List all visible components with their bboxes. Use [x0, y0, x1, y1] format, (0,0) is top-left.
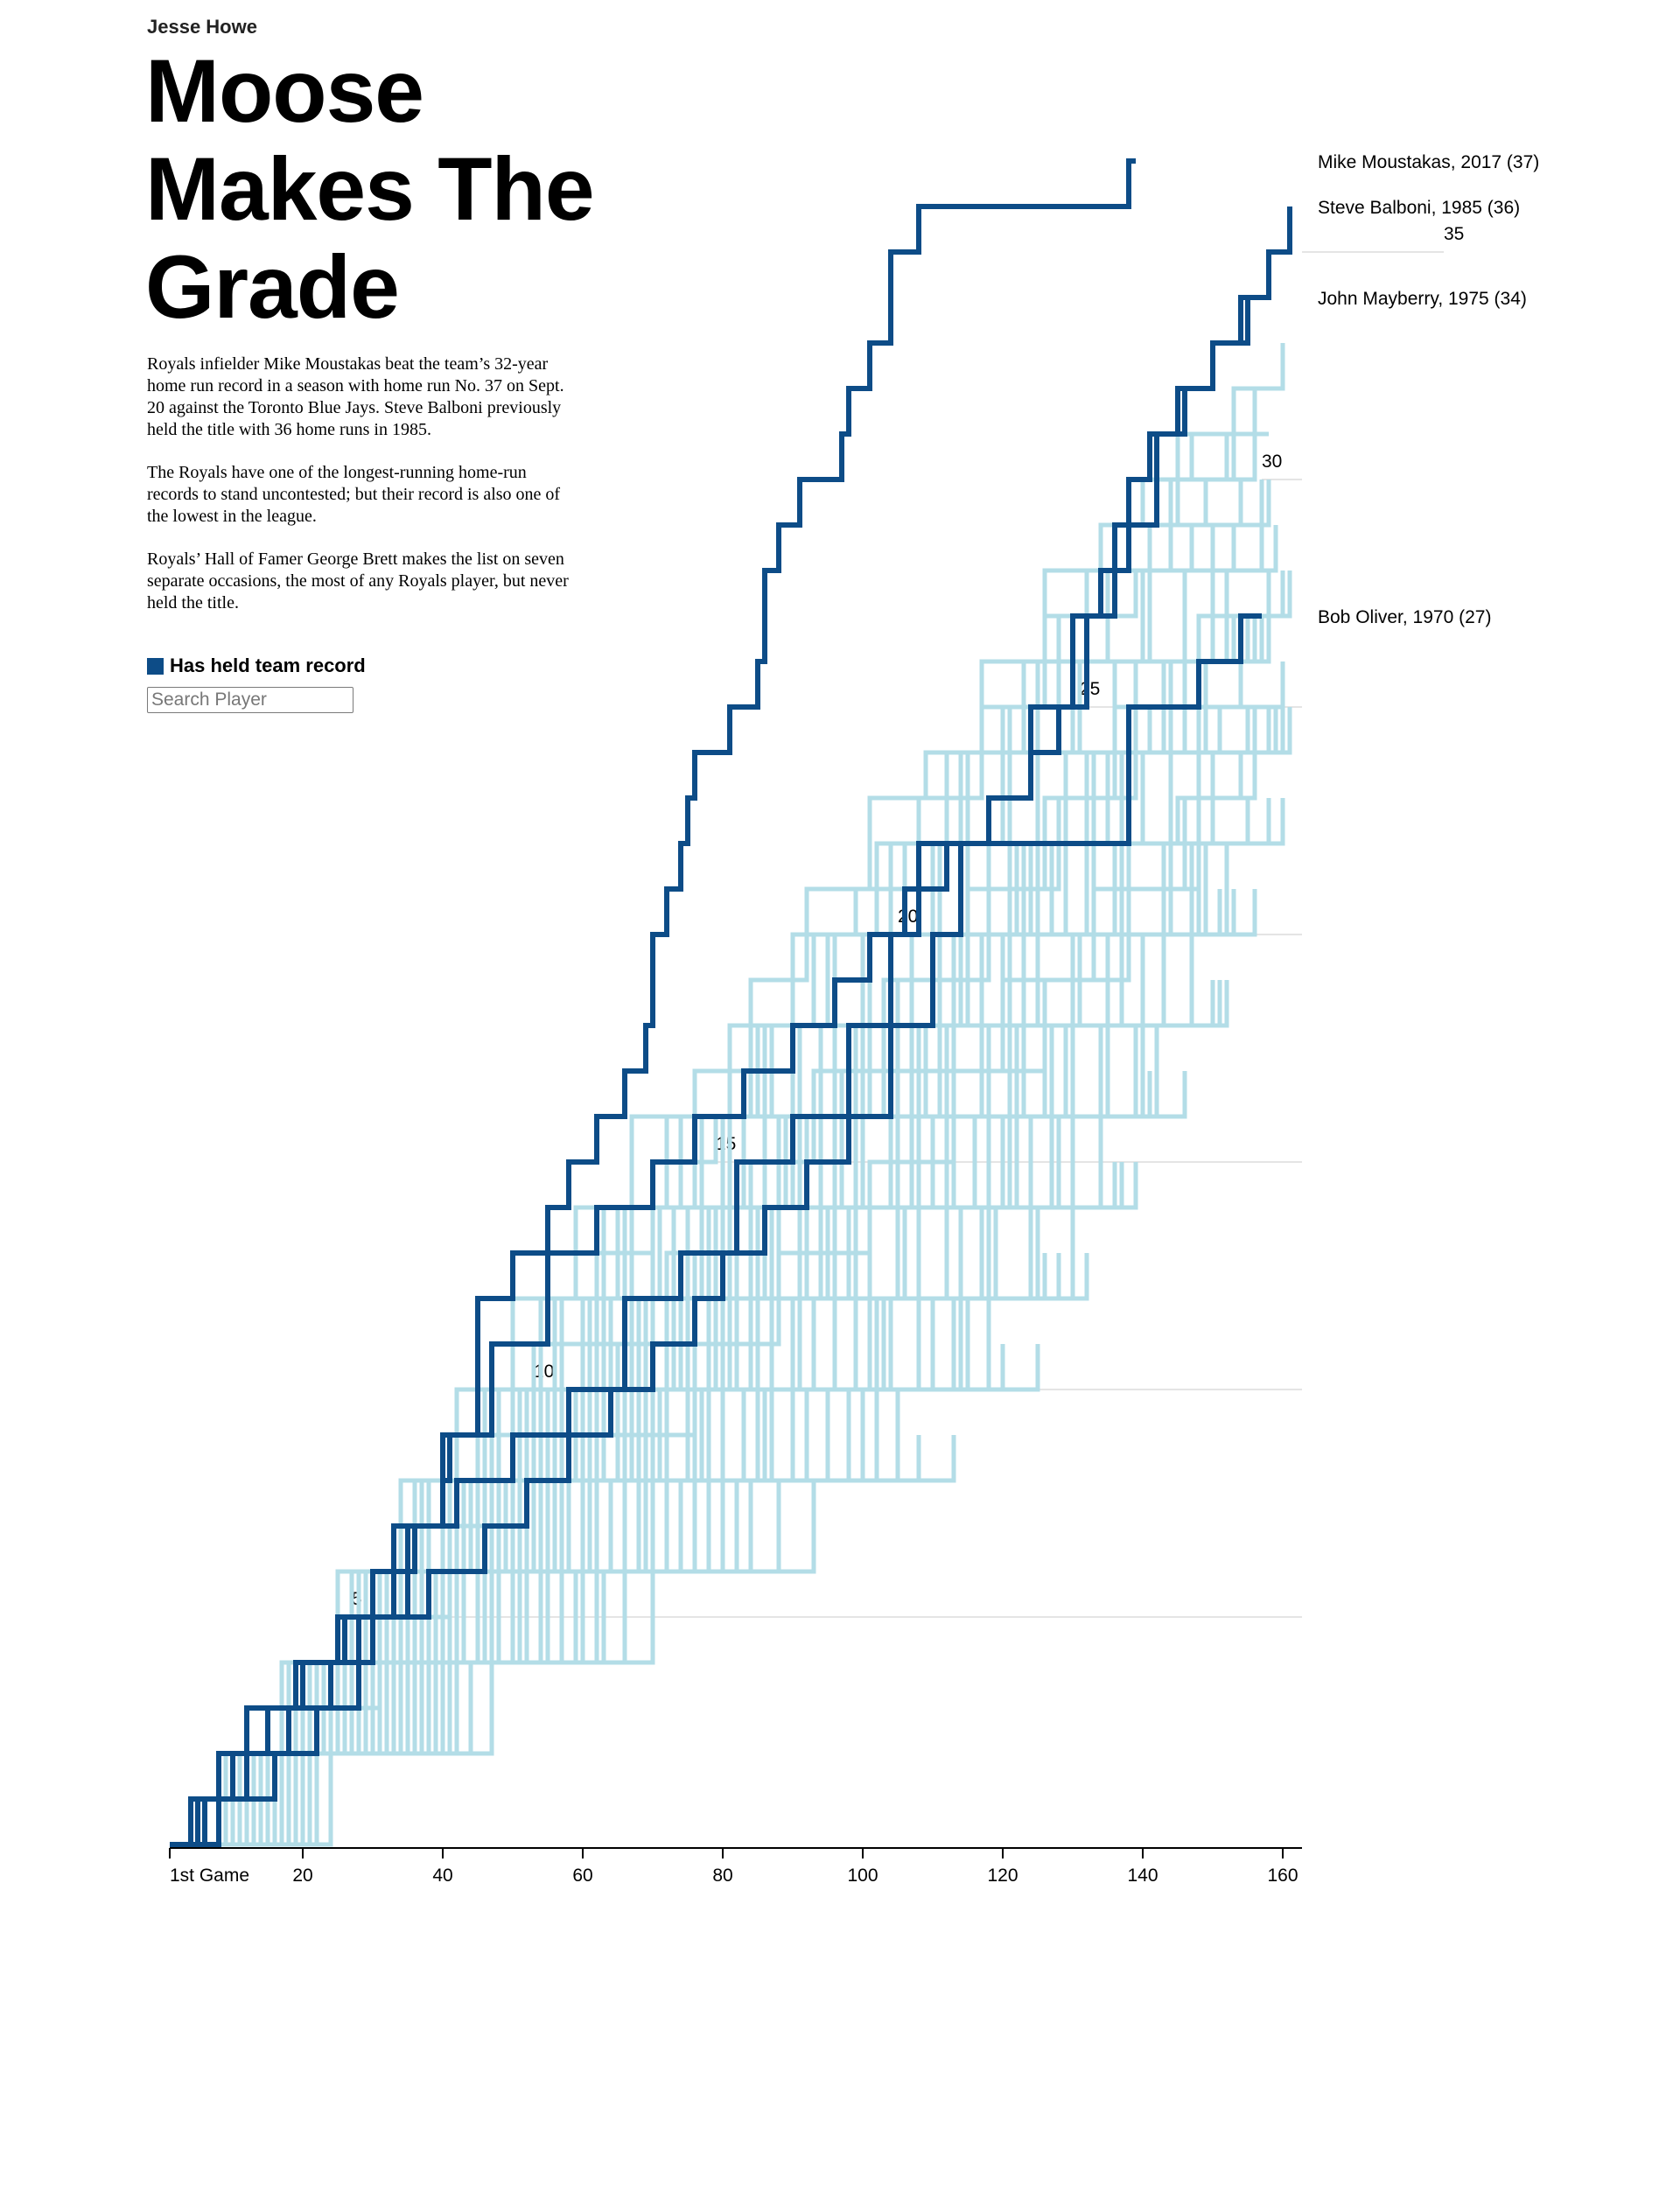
player-season-line[interactable]	[170, 1162, 1075, 1847]
legend: Has held team record	[147, 654, 366, 677]
y-tick-label: 20	[898, 906, 918, 927]
x-tick-label: 80	[712, 1866, 732, 1886]
series-end-labels: Mike Moustakas, 2017 (37) Steve Balboni, …	[1318, 152, 1539, 627]
record-holder-series-layer	[170, 158, 1292, 1847]
y-tick-label: 15	[716, 1134, 736, 1154]
x-axis: 1st Game 20 40 60 80 100 120 140 160	[169, 1847, 1302, 1886]
player-season-line[interactable]	[170, 434, 1257, 1847]
record-holder-label: Steve Balboni, 1985 (36)	[1318, 198, 1520, 218]
player-season-line[interactable]	[170, 707, 1271, 1847]
y-tick-label: 25	[1080, 679, 1100, 699]
record-holder-line[interactable]	[170, 613, 1262, 1847]
byline: Jesse Howe	[147, 16, 257, 38]
x-tick-label: 40	[432, 1866, 452, 1886]
record-holder-label: John Mayberry, 1975 (34)	[1318, 289, 1527, 309]
player-season-line[interactable]	[170, 798, 1271, 1847]
y-tick-label: 35	[1444, 224, 1464, 244]
x-tick-label: 60	[572, 1866, 592, 1886]
x-tick-label: 160	[1267, 1866, 1298, 1886]
x-tick-label: 100	[847, 1866, 878, 1886]
record-holder-label: Bob Oliver, 1970 (27)	[1318, 607, 1491, 627]
y-tick-label: 10	[534, 1362, 554, 1382]
intro-paragraph: Royals infielder Mike Moustakas beat the…	[147, 354, 564, 439]
player-season-line[interactable]	[170, 980, 1229, 1847]
search-player-input[interactable]	[147, 687, 354, 713]
record-holder-label: Mike Moustakas, 2017 (37)	[1318, 152, 1539, 172]
intro-paragraph: The Royals have one of the longest-runni…	[147, 463, 561, 526]
x-tick-label: 140	[1127, 1866, 1158, 1886]
player-season-line[interactable]	[170, 1162, 1124, 1847]
x-tick-label: 120	[987, 1866, 1018, 1886]
x-tick-label: 1st Game	[170, 1866, 249, 1886]
y-tick-label: 30	[1262, 452, 1282, 472]
legend-label: Has held team record	[170, 654, 366, 676]
x-tick-label: 20	[292, 1866, 312, 1886]
player-season-line[interactable]	[170, 798, 1271, 1847]
legend-swatch	[147, 657, 164, 675]
headline: Moose Makes The Grade	[145, 41, 595, 337]
player-season-line[interactable]	[170, 525, 1264, 1847]
intro-paragraph: Royals’ Hall of Famer George Brett makes…	[147, 550, 569, 612]
player-season-line[interactable]	[170, 980, 1215, 1847]
intro-text: Royals infielder Mike Moustakas beat the…	[147, 354, 572, 635]
player-season-line[interactable]	[170, 889, 1257, 1847]
